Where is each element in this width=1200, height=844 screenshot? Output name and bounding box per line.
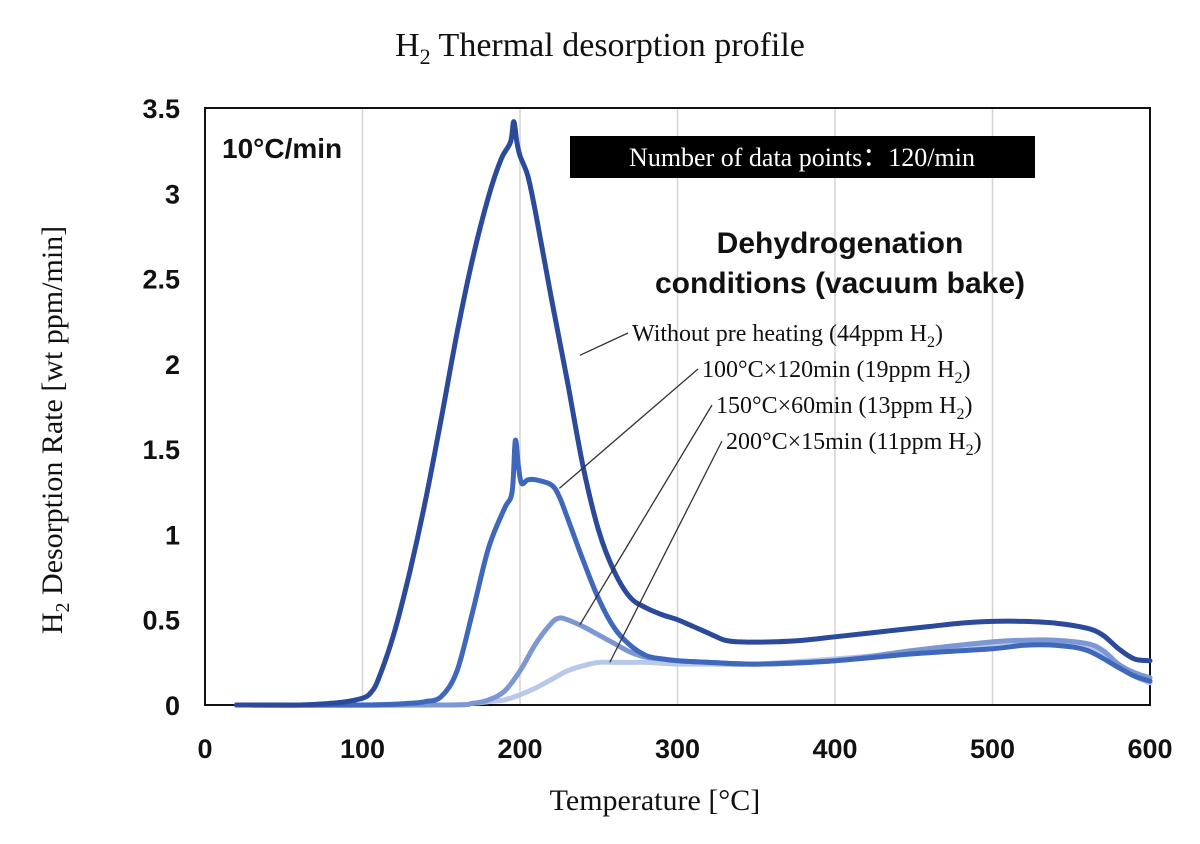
series-line-1	[234, 437, 1153, 708]
legend-heading-line2: conditions (vacuum bake)	[655, 267, 1025, 300]
x-tick-label: 200	[497, 734, 542, 764]
y-tick-label: 0.5	[142, 606, 180, 636]
title-subscript: 2	[420, 44, 431, 69]
y-tick-label: 1	[165, 520, 180, 550]
y-tick-label: 2	[165, 350, 180, 380]
leader-line-3	[609, 440, 723, 663]
data-points-text: Number of data points：120/min	[629, 143, 975, 172]
x-tick-labels: 0 100 200 300 400 500 600	[197, 734, 1172, 764]
series-label-0: Without pre heating (44ppm H2)	[632, 321, 943, 351]
series-line-3	[234, 639, 1153, 708]
y-tick-labels: 0 0.5 1 1.5 2 2.5 3 3.5	[142, 94, 180, 721]
series-layer	[234, 119, 1153, 708]
heating-rate-label: 10°C/min	[222, 133, 342, 164]
leader-line-2	[579, 404, 713, 626]
title-rest: Thermal desorption profile	[431, 27, 805, 64]
leader-lines	[558, 332, 723, 663]
ylabel-subscript: 2	[52, 602, 74, 612]
ylabel-rest: Desorption Rate [wt ppm/min]	[36, 226, 69, 603]
x-axis-label: Temperature [°C]	[550, 784, 761, 817]
y-tick-label: 0	[165, 691, 180, 721]
y-tick-label: 3	[165, 179, 180, 209]
vertical-gridlines	[361, 108, 994, 705]
x-tick-label: 0	[197, 734, 212, 764]
series-line-0	[234, 119, 1153, 708]
data-points-badge	[570, 136, 1035, 178]
y-tick-label: 1.5	[142, 435, 180, 465]
leader-line-0	[579, 332, 629, 356]
leader-line-1	[558, 368, 699, 489]
x-tick-label: 400	[812, 734, 857, 764]
x-tick-label: 300	[655, 734, 700, 764]
series-label-3: 200°C×15min (11ppm H2)	[726, 429, 982, 459]
x-tick-label: 100	[340, 734, 385, 764]
y-tick-label: 2.5	[142, 265, 180, 295]
y-tick-label: 3.5	[142, 94, 180, 124]
ylabel-main: H	[36, 612, 69, 634]
x-tick-label: 600	[1127, 734, 1172, 764]
legend-heading-line1: Dehydrogenation	[717, 227, 964, 260]
x-tick-label: 500	[970, 734, 1015, 764]
series-labels: Without pre heating (44ppm H2) 100°C×120m…	[632, 321, 982, 459]
series-label-1: 100°C×120min (19ppm H2)	[702, 357, 970, 387]
series-label-2: 150°C×60min (13ppm H2)	[716, 393, 972, 423]
y-axis-label: H2 Desorption Rate [wt ppm/min]	[36, 226, 74, 634]
title-main: H	[395, 27, 420, 64]
plot-area-frame	[204, 107, 1151, 706]
chart-title: H2 Thermal desorption profile	[395, 27, 805, 69]
